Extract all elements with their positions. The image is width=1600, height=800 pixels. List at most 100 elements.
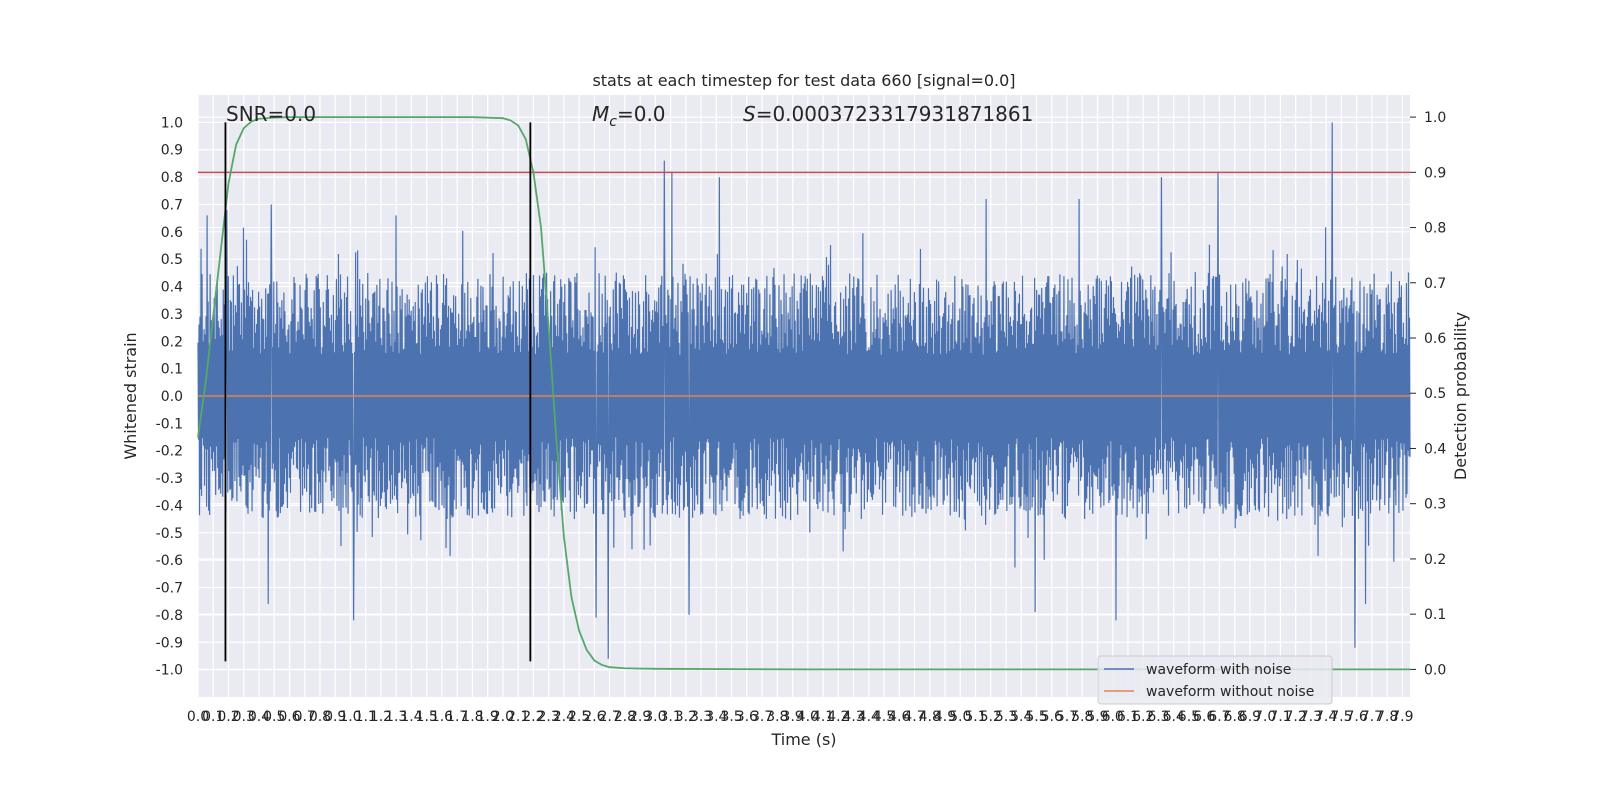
x-tick-label: 7.3 [1300, 709, 1322, 725]
x-tick-label: 2.5 [568, 709, 590, 725]
y-tick-label: 0.9 [161, 143, 183, 159]
x-tick-label: 6.3 [1147, 709, 1169, 725]
mc-subscript: c [609, 114, 617, 130]
y-tick-label: -0.4 [156, 498, 183, 514]
y-tick-label: -0.2 [156, 444, 183, 460]
y-right-tick-label: 0.8 [1424, 221, 1446, 237]
y-right-tick-label: 0.2 [1424, 552, 1446, 568]
y-right-tick-label: 0.0 [1424, 662, 1446, 678]
x-tick-label: 4.7 [903, 709, 925, 725]
x-tick-label: 1.5 [416, 709, 438, 725]
x-tick-label: 4.5 [873, 709, 895, 725]
x-tick-label: 0.2 [217, 709, 239, 725]
x-tick-label: 2.7 [598, 709, 620, 725]
x-tick-label: 4.0 [797, 709, 819, 725]
x-tick-label: 3.7 [751, 709, 773, 725]
x-tick-label: 4.4 [858, 709, 880, 725]
x-tick-label: 7.2 [1285, 709, 1307, 725]
y-axis-label: Whitened strain [121, 332, 140, 459]
x-tick-label: 6.4 [1163, 709, 1185, 725]
x-tick-label: 3.1 [659, 709, 681, 725]
x-tick-label: 6.5 [1178, 709, 1200, 725]
x-tick-label: 6.7 [1208, 709, 1230, 725]
x-tick-label: 7.9 [1391, 709, 1413, 725]
x-tick-label: 1.9 [477, 709, 499, 725]
x-tick-label: 0.1 [202, 709, 224, 725]
y-right-tick-label: 1.0 [1424, 110, 1446, 126]
y-tick-label: 0.4 [161, 280, 183, 296]
x-tick-label: 2.6 [583, 709, 605, 725]
x-tick-label: 2.4 [553, 709, 575, 725]
s-annotation: S=0.0003723317931871861 [743, 102, 1033, 126]
x-tick-label: 0.5 [263, 709, 285, 725]
x-tick-label: 1.1 [355, 709, 377, 725]
x-tick-label: 7.6 [1346, 709, 1368, 725]
x-tick-label: 0.0 [187, 709, 209, 725]
x-tick-label: 4.6 [888, 709, 910, 725]
y-tick-label: 0.7 [161, 197, 183, 213]
y-tick-label: -0.1 [156, 416, 183, 432]
y-tick-label: 1.0 [161, 115, 183, 131]
x-tick-label: 3.3 [690, 709, 712, 725]
y-right-tick-label: 0.9 [1424, 165, 1446, 181]
y-right-tick-label: 0.6 [1424, 331, 1446, 347]
y-tick-label: -0.9 [156, 635, 183, 651]
y-tick-label: -0.6 [156, 553, 183, 569]
x-tick-label: 5.7 [1056, 709, 1078, 725]
x-tick-label: 7.4 [1315, 709, 1337, 725]
x-tick-label: 7.7 [1361, 709, 1383, 725]
x-tick-label: 2.1 [507, 709, 529, 725]
y-tick-label: 0.3 [161, 307, 183, 323]
y-right-tick-label: 0.5 [1424, 386, 1446, 402]
x-tick-label: 6.9 [1239, 709, 1261, 725]
x-tick-label: 1.7 [446, 709, 468, 725]
s-value: =0.0003723317931871861 [756, 102, 1034, 126]
mc-annotation: Mc=0.0 [592, 102, 666, 130]
x-tick-label: 7.1 [1269, 709, 1291, 725]
legend-box [1097, 655, 1333, 705]
x-tick-label: 2.9 [629, 709, 651, 725]
y-right-tick-label: 0.3 [1424, 497, 1446, 513]
mc-symbol: M [592, 102, 609, 126]
x-tick-label: 0.9 [324, 709, 346, 725]
x-tick-label: 4.9 [934, 709, 956, 725]
x-tick-label: 7.8 [1376, 709, 1398, 725]
x-axis-label: Time (s) [770, 730, 836, 749]
x-tick-label: 0.3 [233, 709, 255, 725]
y-tick-label: 0.8 [161, 170, 183, 186]
x-tick-label: 6.6 [1193, 709, 1215, 725]
x-tick-label: 5.6 [1041, 709, 1063, 725]
legend-entry-waveform-with-noise: waveform with noise [1146, 662, 1291, 678]
x-tick-label: 5.2 [980, 709, 1002, 725]
x-tick-label: 2.8 [614, 709, 636, 725]
x-tick-label: 0.4 [248, 709, 270, 725]
x-tick-label: 1.3 [385, 709, 407, 725]
waveform-with-noise-line [197, 122, 1411, 659]
y-tick-label: -0.5 [156, 526, 183, 542]
y-tick-label: -0.8 [156, 608, 183, 624]
y-right-tick-label: 0.1 [1424, 607, 1446, 623]
x-tick-label: 5.4 [1010, 709, 1032, 725]
snr-annotation: SNR=0.0 [226, 102, 316, 126]
x-tick-label: 3.2 [675, 709, 697, 725]
x-tick-label: 0.6 [278, 709, 300, 725]
x-tick-label: 1.4 [400, 709, 422, 725]
x-tick-label: 5.0 [949, 709, 971, 725]
x-tick-label: 3.8 [766, 709, 788, 725]
x-tick-label: 0.7 [294, 709, 316, 725]
x-tick-label: 0.8 [309, 709, 331, 725]
chart-lines [197, 116, 1410, 671]
x-tick-label: 3.5 [720, 709, 742, 725]
y-tick-label: 0.5 [161, 252, 183, 268]
x-tick-label: 1.2 [370, 709, 392, 725]
x-tick-label: 5.1 [964, 709, 986, 725]
x-tick-label: 3.0 [644, 709, 666, 725]
x-tick-label: 5.3 [995, 709, 1017, 725]
y-tick-label: 0.0 [161, 389, 183, 405]
x-tick-label: 3.6 [736, 709, 758, 725]
waveform-with-noise-series [197, 122, 1411, 659]
x-tick-label: 2.2 [522, 709, 544, 725]
x-tick-label: 2.0 [492, 709, 514, 725]
legend: waveform with noise waveform without noi… [1097, 655, 1333, 705]
